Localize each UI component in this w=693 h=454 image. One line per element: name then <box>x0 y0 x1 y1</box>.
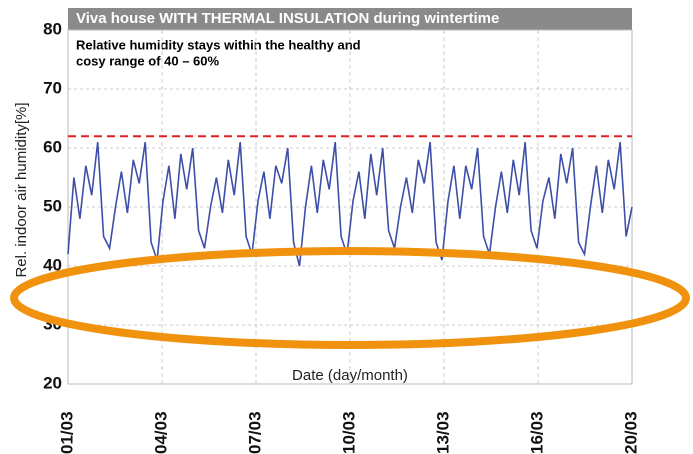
chart-subtitle: cosy range of 40 – 60% <box>76 53 220 68</box>
x-tick-label: 07/03 <box>245 411 264 454</box>
y-tick-label: 60 <box>43 137 62 156</box>
y-tick-label: 20 <box>43 373 62 392</box>
y-tick-label: 40 <box>43 255 62 274</box>
chart-title: Viva house WITH THERMAL INSULATION durin… <box>76 10 499 27</box>
title-bar <box>68 8 632 30</box>
x-tick-label: 04/03 <box>151 411 170 454</box>
y-axis-label: Rel. indoor air humidity[%] <box>13 102 30 277</box>
x-tick-label: 20/03 <box>621 411 640 454</box>
y-tick-label: 50 <box>43 196 62 215</box>
humidity-line <box>67 141 633 267</box>
x-tick-label: 01/03 <box>57 411 76 454</box>
x-tick-label: 13/03 <box>433 411 452 454</box>
y-tick-label: 70 <box>43 78 62 97</box>
x-tick-label: 16/03 <box>527 411 546 454</box>
highlight-ellipse <box>10 247 690 349</box>
x-tick-label: 10/03 <box>339 411 358 454</box>
y-tick-label: 80 <box>43 19 62 38</box>
chart-subtitle: Relative humidity stays within the healt… <box>76 37 361 52</box>
